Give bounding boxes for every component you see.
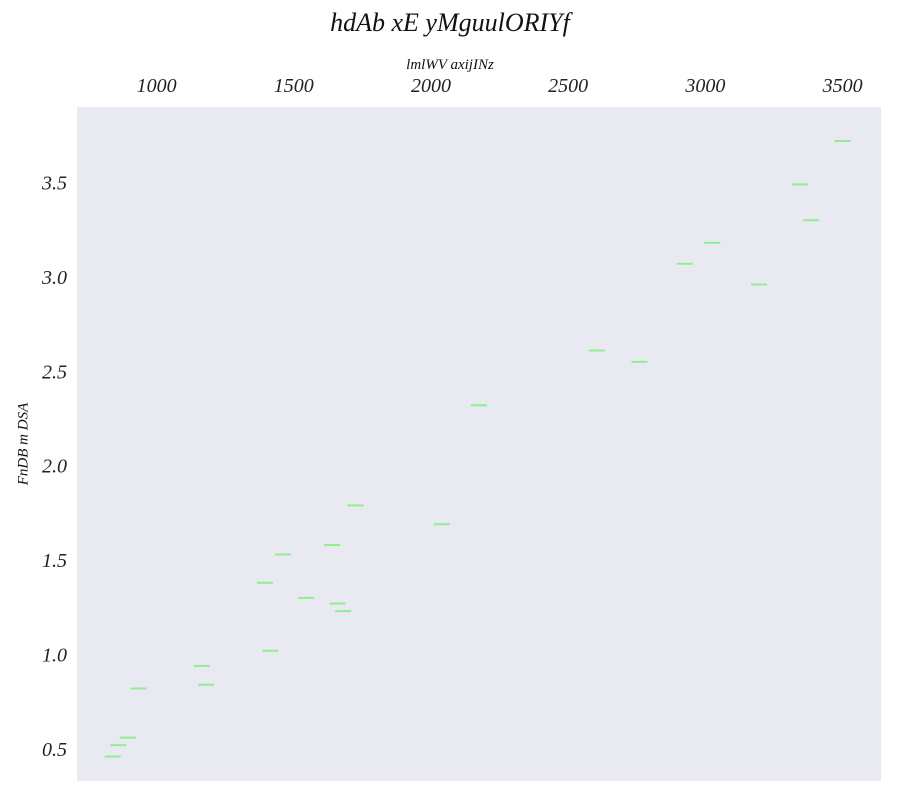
x-axis-label: lmlWV axijINz	[406, 57, 494, 73]
y-tick-label: 1.0	[42, 645, 67, 667]
x-tick-label: 1500	[274, 75, 314, 97]
plot-area	[77, 107, 881, 781]
y-tick-label: 0.5	[42, 739, 67, 761]
x-tick-label: 3000	[684, 75, 725, 97]
x-tick-labels: 1000 1500 2000 2500 3000 3500	[137, 75, 863, 97]
chart-title: hdAb xE yMguulORIYf	[330, 8, 570, 37]
x-tick-label: 1000	[137, 75, 177, 97]
y-tick-label: 2.5	[42, 361, 67, 383]
data-points	[104, 139, 851, 758]
x-tick-label: 2500	[548, 75, 588, 97]
y-tick-label: 3.5	[41, 173, 67, 195]
x-tick-label: 2000	[411, 75, 451, 97]
y-tick-label: 2.0	[42, 456, 67, 478]
y-tick-label: 3.0	[41, 267, 67, 289]
y-tick-labels: 0.5 1.0 1.5 2.0 2.5 3.0 3.5	[41, 173, 67, 761]
y-tick-label: 1.5	[42, 550, 67, 572]
x-tick-label: 3500	[822, 75, 863, 97]
